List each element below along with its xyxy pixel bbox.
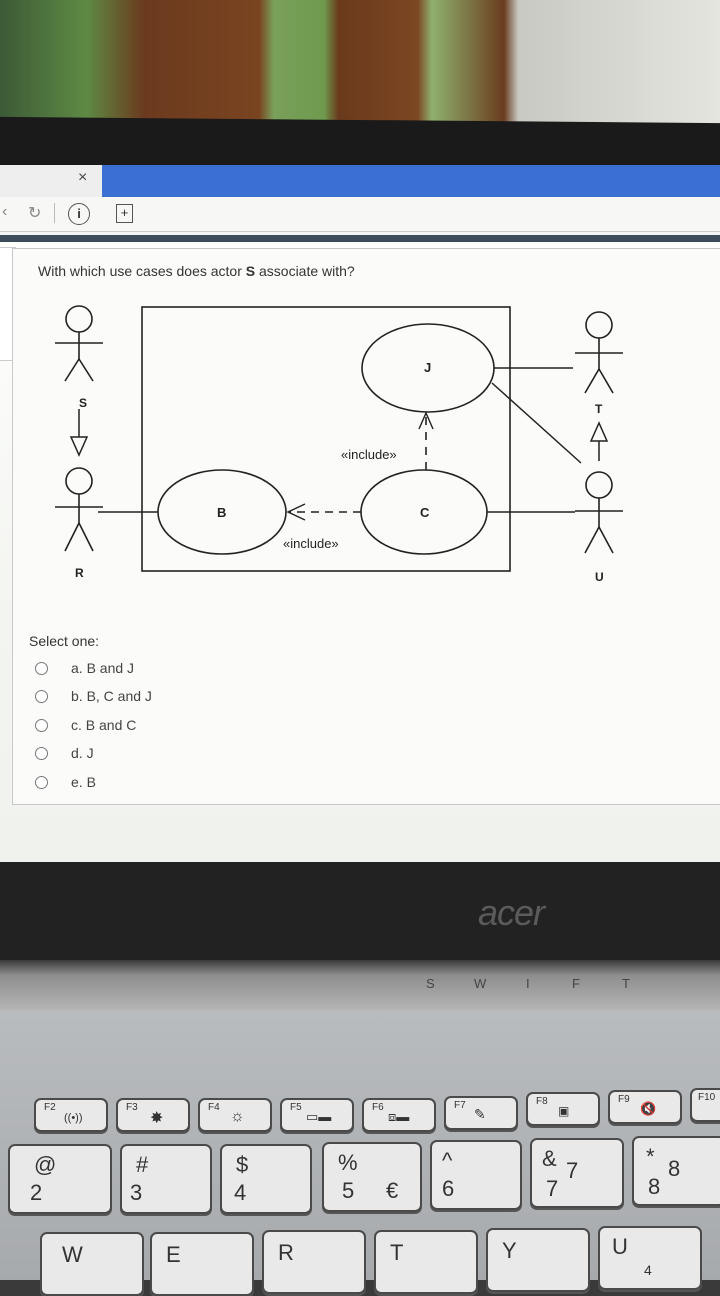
status-light-3: I: [526, 976, 530, 991]
select-one-label: Select one:: [29, 633, 100, 649]
use-case-diagram: J B C «include» «include»: [55, 305, 623, 584]
key-y[interactable]: Y: [486, 1228, 590, 1292]
actor-s-label: S: [79, 396, 87, 410]
status-light-1: S: [426, 976, 435, 991]
radio-d[interactable]: [35, 747, 48, 760]
actor-u: [575, 471, 623, 554]
site-header-bar: [0, 235, 720, 242]
new-page-icon[interactable]: +: [116, 204, 133, 223]
key-6[interactable]: ^ 6: [430, 1140, 522, 1210]
display-off-icon: ⧈▬: [388, 1109, 410, 1124]
actor-r: [55, 467, 103, 552]
key-f7[interactable]: F7 ✎: [444, 1096, 518, 1130]
key-2[interactable]: @2: [8, 1144, 112, 1214]
question-card: With which use cases does actor S associ…: [12, 248, 720, 805]
status-light-2: W: [474, 976, 487, 991]
include-c-b-label: «include»: [283, 536, 339, 551]
radio-c[interactable]: [35, 719, 48, 732]
brand-logo: acer: [478, 892, 545, 933]
key-f9[interactable]: F9 🔇: [608, 1090, 682, 1124]
laptop-hinge: [0, 960, 720, 1010]
key-t[interactable]: T: [374, 1230, 478, 1294]
key-w[interactable]: W: [40, 1232, 144, 1296]
brightness-up-icon: ☼: [230, 1108, 245, 1125]
use-case-j-label: J: [424, 360, 431, 375]
key-8[interactable]: * 8 8: [632, 1136, 720, 1206]
status-light-4: F: [572, 976, 580, 991]
key-f5[interactable]: F5 ▭▬: [280, 1098, 354, 1132]
display-toggle-icon: ▭▬: [306, 1109, 332, 1124]
room-background: [0, 0, 720, 140]
question-actor: S: [245, 263, 256, 279]
use-case-c-label: C: [420, 505, 430, 520]
key-r[interactable]: R: [262, 1230, 366, 1294]
assoc-u-j: [491, 382, 582, 464]
key-f10[interactable]: F10: [690, 1088, 720, 1122]
radio-e[interactable]: [35, 776, 48, 789]
browser-tab[interactable]: [0, 165, 102, 197]
system-boundary: [141, 306, 511, 572]
mute-icon: 🔇: [640, 1101, 657, 1116]
touchpad-icon: ✎: [474, 1106, 486, 1122]
key-f4[interactable]: F4 ☼: [198, 1098, 272, 1132]
use-case-b-label: B: [217, 505, 226, 520]
actor-s: [55, 305, 103, 382]
page-content: With which use cases does actor S associ…: [0, 242, 720, 865]
include-c-j-label: «include»: [341, 447, 397, 462]
key-3[interactable]: #3: [120, 1144, 212, 1214]
actor-t: [575, 311, 623, 394]
info-icon[interactable]: i: [68, 203, 90, 225]
reload-icon[interactable]: ↻: [28, 205, 42, 222]
brightness-down-icon: ✸: [150, 1110, 164, 1127]
actor-t-label: T: [595, 402, 603, 416]
keyboard-light-icon: ▣: [558, 1104, 570, 1118]
laptop-screen: × ‹ ↻ i + With which use cases does acto…: [0, 165, 720, 865]
question-text: With which use cases does actor S associ…: [38, 263, 355, 279]
laptop-bottom-bezel: [0, 862, 720, 962]
key-f3[interactable]: F3 ✸: [116, 1098, 190, 1132]
key-5[interactable]: % 5 €: [322, 1142, 422, 1212]
radio-b[interactable]: [35, 690, 48, 703]
key-f2[interactable]: F2 ((•)): [34, 1098, 108, 1132]
tab-close-icon[interactable]: ×: [78, 169, 88, 186]
wireless-icon: ((•)): [64, 1112, 83, 1124]
back-icon[interactable]: ‹: [2, 203, 8, 220]
actor-r-label: R: [75, 566, 84, 580]
key-e[interactable]: E: [150, 1232, 254, 1296]
key-f6[interactable]: F6 ⧈▬: [362, 1098, 436, 1132]
actor-u-label: U: [595, 570, 604, 584]
generalization-u-t-arrow: [589, 421, 609, 442]
status-light-5: T: [622, 976, 630, 991]
tab-strip-highlight: [102, 165, 720, 197]
include-c-b-arrow: [286, 503, 306, 521]
key-7[interactable]: & 7 7: [530, 1138, 624, 1208]
include-c-j-arrow: [418, 411, 434, 430]
radio-a[interactable]: [35, 662, 48, 675]
key-f8[interactable]: F8 ▣: [526, 1092, 600, 1126]
keyboard-deck: F2 ((•)) F3 ✸ F4 ☼ F5 ▭▬ F6 ⧈▬ F7 ✎ F8 ▣ F9 🔇 F1…: [0, 1010, 720, 1296]
address-bar: ‹ ↻ i +: [0, 197, 720, 232]
generalization-r-s-arrow: [69, 436, 89, 457]
key-4[interactable]: $4: [220, 1144, 312, 1214]
address-divider: [54, 203, 55, 223]
